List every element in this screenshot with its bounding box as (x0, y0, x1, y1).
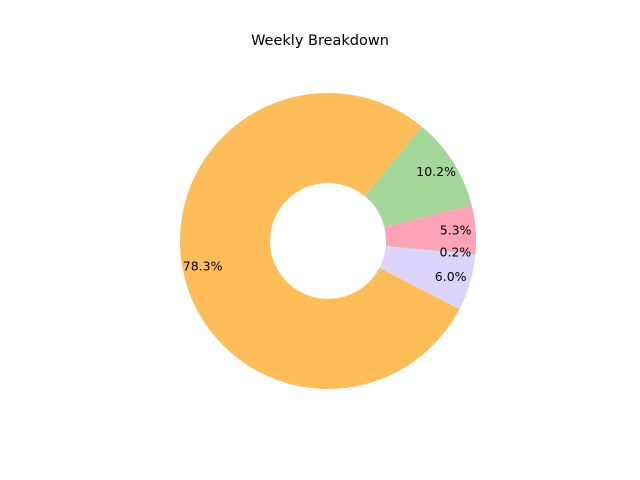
pie-slice-2 (379, 246, 476, 310)
slices-layer (180, 93, 477, 390)
pie-slice-4 (384, 205, 477, 255)
pie-slice-1 (180, 93, 460, 390)
slice-label-3: 0.2% (440, 245, 472, 260)
slice-label-4: 5.3% (440, 223, 472, 238)
pie-slice-0 (364, 126, 472, 227)
pie-slice-3 (385, 246, 476, 256)
slice-label-0: 10.2% (416, 164, 456, 179)
slice-label-1: 78.3% (183, 258, 223, 273)
labels-layer: 10.2% 78.3% 6.0% 0.2% 5.3% (183, 164, 472, 284)
chart-title: Weekly Breakdown (251, 33, 389, 49)
slice-label-2: 6.0% (435, 269, 467, 284)
